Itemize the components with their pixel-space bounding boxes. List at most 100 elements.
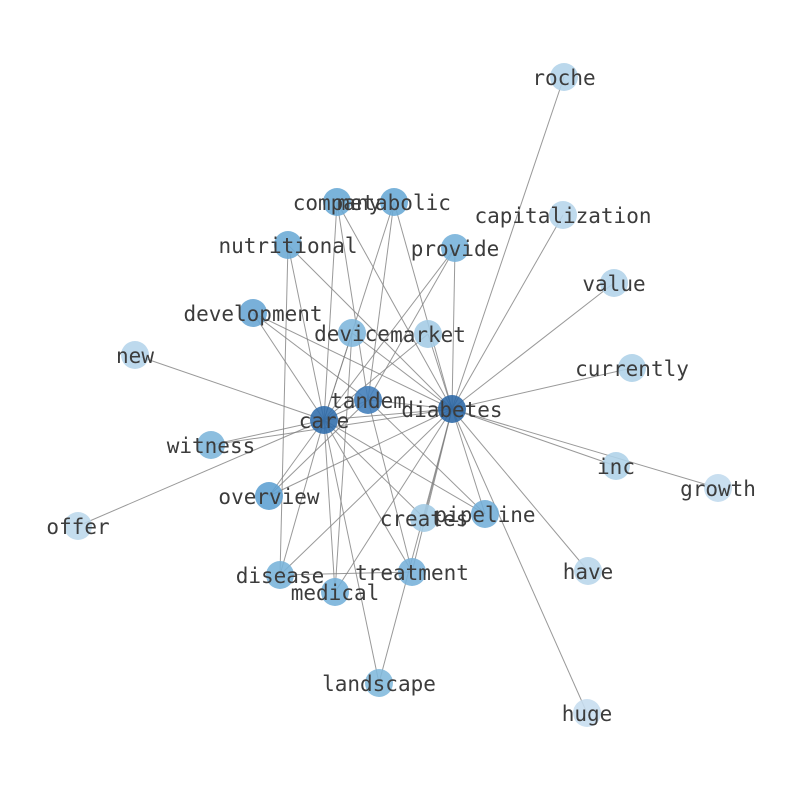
- graph-node-tandem: [354, 386, 382, 414]
- graph-node-market: [414, 320, 442, 348]
- graph-node-treatment: [398, 558, 426, 586]
- graph-edge: [451, 408, 588, 714]
- node-label-witness: witness: [167, 434, 256, 458]
- graph-edge: [134, 354, 325, 421]
- node-label-diabetes: diabetes: [401, 398, 502, 422]
- node-label-treatment: treatment: [355, 561, 469, 585]
- graph-node-growth: [704, 474, 732, 502]
- node-label-capitalization: capitalization: [474, 204, 651, 228]
- graph-edge: [323, 247, 456, 421]
- graph-edge: [268, 408, 453, 497]
- graph-edge: [279, 244, 289, 576]
- node-label-landscape: landscape: [322, 672, 436, 696]
- graph-edge: [451, 408, 719, 489]
- graph-edge: [323, 419, 380, 684]
- node-label-huge: huge: [562, 702, 613, 726]
- graph-edge: [323, 332, 353, 421]
- graph-edge: [323, 419, 336, 593]
- graph-edge: [323, 408, 453, 421]
- node-label-have: have: [563, 560, 614, 584]
- graph-node-capitalization: [549, 201, 577, 229]
- graph-edge: [367, 247, 456, 401]
- graph-node-medical: [321, 578, 349, 606]
- graph-node-metabolic: [380, 188, 408, 216]
- graph-node-offer: [64, 512, 92, 540]
- graph-edge: [451, 408, 589, 572]
- graph-edge: [210, 419, 325, 446]
- graph-edge: [323, 419, 425, 519]
- graph-node-huge: [573, 699, 601, 727]
- graph-edge: [268, 399, 369, 497]
- node-label-roche: roche: [532, 66, 595, 90]
- graph-edge: [323, 333, 429, 421]
- nodes-layer: [64, 63, 732, 727]
- node-label-pipeline: pipeline: [434, 503, 535, 527]
- graph-edge: [334, 332, 353, 593]
- graph-node-device: [338, 319, 366, 347]
- graph-node-overview: [255, 482, 283, 510]
- graph-edge: [451, 214, 564, 410]
- node-label-provide: provide: [411, 237, 500, 261]
- graph-node-new: [121, 341, 149, 369]
- node-label-offer: offer: [46, 515, 109, 539]
- graph-edge: [351, 332, 453, 410]
- node-label-medical: medical: [291, 581, 380, 605]
- graph-edge: [451, 408, 486, 515]
- graph-edge: [367, 399, 413, 573]
- graph-node-development: [239, 299, 267, 327]
- graph-edge: [393, 201, 453, 410]
- graph-node-value: [600, 269, 628, 297]
- node-label-tandem: tandem: [330, 389, 406, 413]
- graph-node-care: [310, 406, 338, 434]
- graph-edge: [336, 201, 369, 401]
- graph-edge: [411, 408, 453, 573]
- graph-edge: [451, 76, 565, 410]
- graph-node-witness: [197, 431, 225, 459]
- graph-edge: [451, 282, 615, 410]
- graph-edge: [279, 571, 413, 576]
- graph-edge: [323, 419, 486, 515]
- node-label-metabolic: metabolic: [337, 191, 451, 215]
- graph-edge: [323, 201, 338, 421]
- node-label-creates: creates: [380, 507, 469, 531]
- graph-edge: [268, 419, 325, 497]
- graph-edge: [252, 312, 325, 421]
- graph-edge: [323, 419, 413, 573]
- node-label-company: company: [293, 191, 382, 215]
- node-label-care: care: [299, 409, 350, 433]
- node-label-nutritional: nutritional: [218, 234, 357, 258]
- graph-edge: [336, 201, 453, 410]
- node-label-currently: currently: [575, 357, 689, 381]
- node-label-device: device: [314, 322, 390, 346]
- graph-node-creates: [410, 504, 438, 532]
- graph-edge: [451, 367, 633, 410]
- graph-node-have: [574, 557, 602, 585]
- edges-layer: [77, 76, 719, 714]
- node-label-inc: inc: [597, 455, 635, 479]
- graph-edge: [451, 247, 456, 410]
- node-label-new: new: [116, 344, 154, 368]
- graph-edge: [287, 244, 453, 410]
- graph-node-inc: [602, 452, 630, 480]
- graph-edge: [279, 419, 325, 576]
- node-label-overview: overview: [218, 485, 320, 509]
- graph-node-landscape: [365, 669, 393, 697]
- node-label-market: market: [390, 323, 466, 347]
- graph-node-pipeline: [471, 500, 499, 528]
- graph-node-diabetes: [438, 395, 466, 423]
- node-label-growth: growth: [680, 477, 756, 501]
- graph-edge: [252, 312, 453, 410]
- graph-node-nutritional: [274, 231, 302, 259]
- graph-node-disease: [266, 561, 294, 589]
- graph-edge: [451, 408, 617, 467]
- graph-node-company: [323, 188, 351, 216]
- graph-node-provide: [441, 234, 469, 262]
- node-label-development: development: [183, 302, 322, 326]
- graph-edge: [367, 201, 395, 401]
- graph-edge: [367, 399, 453, 410]
- graph-edge: [367, 399, 486, 515]
- graph-node-roche: [550, 63, 578, 91]
